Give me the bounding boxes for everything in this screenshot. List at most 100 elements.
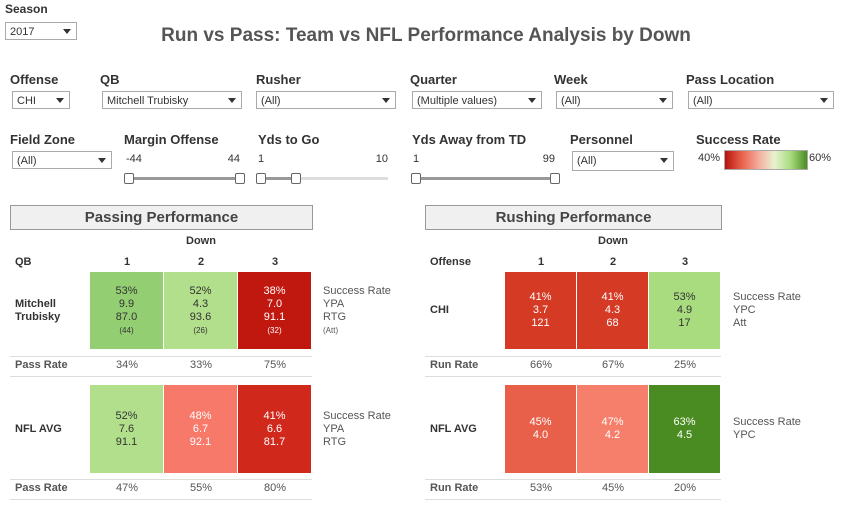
row-label: Mitchell Trubisky <box>15 297 61 323</box>
cell-value: 41% <box>263 409 286 422</box>
heat-cell[interactable]: 53% 4.9 17 <box>649 272 721 349</box>
heat-cell[interactable]: 52% 4.3 93.6 (26) <box>164 272 238 349</box>
cell-value: 92.1 <box>189 435 212 448</box>
cell-value: 9.9 <box>118 297 135 310</box>
separator <box>10 376 312 377</box>
cell-value: 91.1 <box>263 310 286 323</box>
cell-value: (26) <box>193 325 208 335</box>
heat-cell[interactable]: 41% 6.6 81.7 <box>238 385 312 473</box>
column-header: 2 <box>609 256 617 268</box>
panel-title: Passing Performance <box>10 205 313 230</box>
heat-cell[interactable]: 52% 7.6 91.1 <box>90 385 164 473</box>
heat-cell[interactable]: 38% 7.0 91.1 (32) <box>238 272 312 349</box>
heat-cell[interactable]: 63% 4.5 <box>649 385 721 473</box>
cell-value: (44) <box>119 325 134 335</box>
slider-thumb[interactable] <box>550 173 560 184</box>
separator <box>10 499 312 500</box>
cell-value: 41% <box>529 291 552 303</box>
slider-thumb[interactable] <box>256 173 266 184</box>
column-header: 1 <box>123 256 131 268</box>
cell-value: 38% <box>263 284 286 297</box>
slider-thumb[interactable] <box>235 173 245 184</box>
separator <box>425 499 721 500</box>
slider-min: 1 <box>413 153 420 165</box>
separator <box>425 356 721 357</box>
cell-value: 81.7 <box>263 435 286 448</box>
rate-label: Run Rate <box>430 359 479 371</box>
dashboard-title: Run vs Pass: Team vs NFL Performance Ana… <box>161 25 691 46</box>
measure-list: Success Rate YPC <box>733 385 801 473</box>
slider-track[interactable] <box>256 173 388 184</box>
measure-name: YPC <box>733 429 756 441</box>
measure-name: YPA <box>323 297 345 310</box>
cell-value: 6.6 <box>266 422 283 435</box>
cell-value: 4.3 <box>192 297 209 310</box>
measure-name: Success Rate <box>733 416 801 428</box>
cell-value: 121 <box>531 317 550 329</box>
slider-min: -44 <box>126 153 142 165</box>
rate-value: 53% <box>529 482 553 494</box>
rate-value: 66% <box>529 359 553 371</box>
filter-dropdown[interactable]: (Multiple values) <box>412 91 542 109</box>
cell-value: 7.0 <box>266 297 283 310</box>
cell-value: 68 <box>606 317 619 329</box>
filter-label: Personnel <box>570 132 633 147</box>
cell-value: (32) <box>267 325 282 335</box>
measure-name: YPA <box>323 422 345 435</box>
slider-thumb[interactable] <box>411 173 421 184</box>
slider-label: Margin Offense <box>124 132 219 147</box>
column-header: 3 <box>681 256 689 268</box>
filter-dropdown[interactable]: (All) <box>556 91 673 109</box>
filter-dropdown[interactable]: CHI <box>12 91 70 109</box>
cell-value: 93.6 <box>189 310 212 323</box>
rate-value: 75% <box>263 359 287 371</box>
row-label: NFL AVG <box>430 422 477 435</box>
measure-list: Success Rate YPC Att <box>733 272 801 349</box>
cell-value: 6.7 <box>192 422 209 435</box>
legend-gradient <box>724 150 808 170</box>
heat-cell[interactable]: 48% 6.7 92.1 <box>164 385 238 473</box>
slider-thumb[interactable] <box>291 173 301 184</box>
heat-cell[interactable]: 41% 3.7 121 <box>505 272 577 349</box>
slider-thumb[interactable] <box>124 173 134 184</box>
rate-value: 55% <box>189 482 213 494</box>
rate-label: Run Rate <box>430 482 479 494</box>
cell-value: 53% <box>115 284 138 297</box>
rate-value: 67% <box>601 359 625 371</box>
season-label: Season <box>5 2 48 16</box>
cell-value: 52% <box>115 409 138 422</box>
rate-label: Pass Rate <box>15 482 68 494</box>
measure-list: Success Rate YPA RTG (Att) <box>323 272 391 349</box>
cell-value: 52% <box>189 284 212 297</box>
filter-dropdown[interactable]: (All) <box>572 151 674 171</box>
cell-value: 48% <box>189 409 212 422</box>
column-group-header: Down <box>186 235 216 247</box>
filter-dropdown[interactable]: (All) <box>256 91 396 109</box>
heat-cell[interactable]: 41% 4.3 68 <box>577 272 649 349</box>
rate-label: Pass Rate <box>15 359 68 371</box>
filter-dropdown[interactable]: (All) <box>688 91 834 109</box>
slider-range <box>415 177 555 180</box>
slider-track[interactable] <box>411 173 560 184</box>
season-dropdown[interactable]: 2017 <box>5 22 77 40</box>
slider-track[interactable] <box>124 173 245 184</box>
slider-range <box>128 177 240 180</box>
rate-value: 25% <box>673 359 697 371</box>
filter-dropdown[interactable]: Mitchell Trubisky <box>102 91 242 109</box>
filter-label: Week <box>554 72 588 87</box>
measure-name: Success Rate <box>323 284 391 297</box>
cell-value: 63% <box>673 416 696 428</box>
filter-dropdown[interactable]: (All) <box>12 151 112 169</box>
measure-name: YPC <box>733 304 756 316</box>
cell-value: 87.0 <box>115 310 138 323</box>
measure-name: (Att) <box>323 325 339 335</box>
heat-cell[interactable]: 47% 4.2 <box>577 385 649 473</box>
cell-value: 4.0 <box>532 429 549 441</box>
row-label: NFL AVG <box>15 422 62 435</box>
row-header: QB <box>15 256 32 268</box>
measure-name: RTG <box>323 310 347 323</box>
rate-value: 45% <box>601 482 625 494</box>
heat-cell[interactable]: 45% 4.0 <box>505 385 577 473</box>
cell-value: 45% <box>529 416 552 428</box>
heat-cell[interactable]: 53% 9.9 87.0 (44) <box>90 272 164 349</box>
